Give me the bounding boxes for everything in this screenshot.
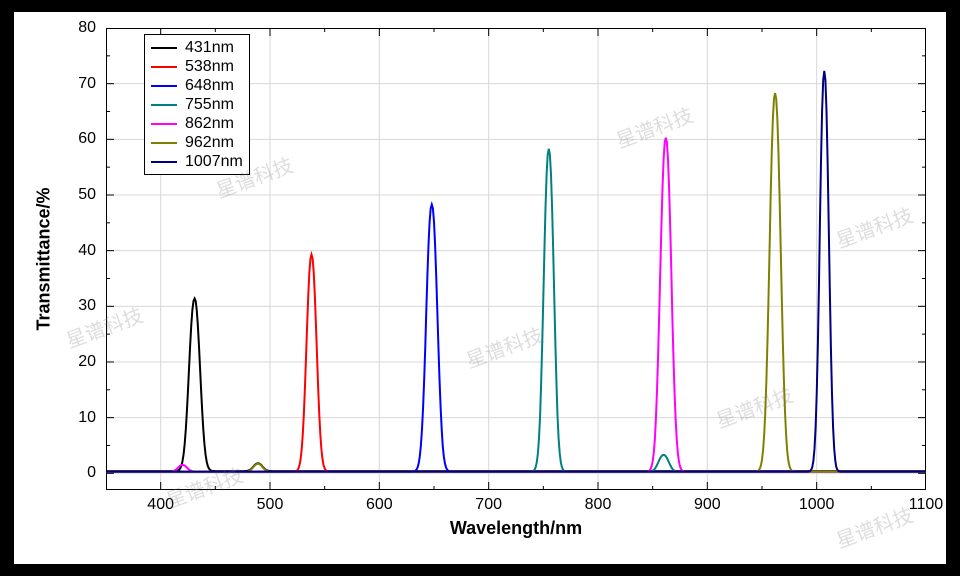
x-tick-label: 400 — [147, 496, 174, 514]
y-tick-label: 60 — [78, 130, 96, 148]
x-tick-label: 1100 — [909, 496, 943, 514]
legend-label: 862nm — [185, 115, 234, 133]
legend: 431nm538nm648nm755nm862nm962nm1007nm — [144, 34, 250, 175]
series-line — [106, 299, 926, 472]
legend-item: 755nm — [151, 95, 243, 114]
y-tick-label: 80 — [78, 19, 96, 37]
legend-item: 962nm — [151, 133, 243, 152]
series-line — [106, 205, 926, 472]
legend-swatch — [151, 85, 177, 87]
legend-swatch — [151, 47, 177, 49]
y-tick-label: 50 — [78, 186, 96, 204]
legend-item: 538nm — [151, 57, 243, 76]
series-line — [106, 149, 926, 472]
legend-item: 862nm — [151, 114, 243, 133]
y-tick-label: 0 — [87, 464, 96, 482]
legend-item: 648nm — [151, 76, 243, 95]
x-tick-label: 600 — [366, 496, 393, 514]
legend-swatch — [151, 123, 177, 125]
x-tick-label: 500 — [257, 496, 284, 514]
x-tick-label: 1000 — [799, 496, 835, 514]
legend-label: 1007nm — [185, 153, 243, 171]
y-tick-label: 20 — [78, 353, 96, 371]
legend-item: 1007nm — [151, 152, 243, 171]
chart-frame: Wavelength/nm Transmittance/% 431nm538nm… — [14, 12, 946, 564]
legend-label: 648nm — [185, 77, 234, 95]
x-tick-label: 900 — [694, 496, 721, 514]
y-tick-label: 70 — [78, 75, 96, 93]
series-line — [106, 138, 926, 472]
y-axis-label: Transmittance/% — [34, 187, 55, 330]
x-tick-label: 700 — [475, 496, 502, 514]
legend-swatch — [151, 161, 177, 163]
legend-label: 755nm — [185, 96, 234, 114]
legend-label: 962nm — [185, 134, 234, 152]
y-tick-label: 30 — [78, 297, 96, 315]
legend-swatch — [151, 142, 177, 144]
legend-swatch — [151, 104, 177, 106]
legend-label: 538nm — [185, 58, 234, 76]
y-tick-label: 10 — [78, 409, 96, 427]
x-axis-label: Wavelength/nm — [450, 518, 582, 539]
legend-label: 431nm — [185, 39, 234, 57]
legend-swatch — [151, 66, 177, 68]
series-line — [106, 255, 926, 472]
watermark-text: 星谱科技 — [831, 499, 916, 554]
y-tick-label: 40 — [78, 242, 96, 260]
x-tick-label: 800 — [585, 496, 612, 514]
legend-item: 431nm — [151, 38, 243, 57]
